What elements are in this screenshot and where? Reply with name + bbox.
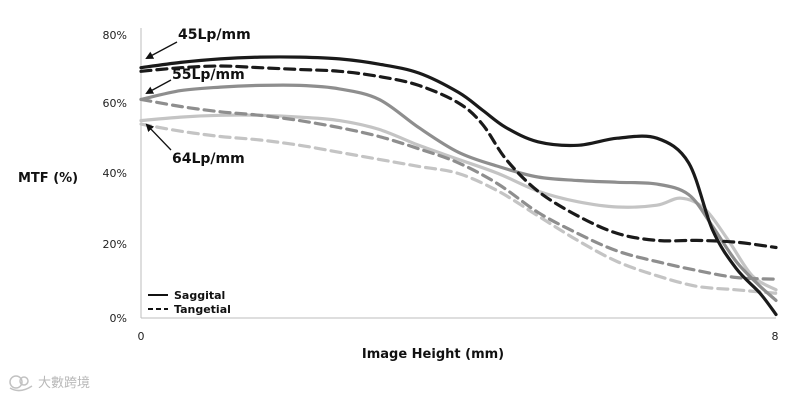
y-axis-title: MTF (%) bbox=[18, 171, 78, 186]
series-line-64lp-mm-tangetial bbox=[139, 122, 778, 295]
annotation-label-64: 64Lp/mm bbox=[172, 151, 245, 167]
legend-label-saggital: Saggital bbox=[174, 289, 225, 302]
y-tick-labels: 0% 20% 40% 60% 80% bbox=[103, 29, 127, 325]
y-tick-label: 0% bbox=[110, 312, 127, 325]
annotation-arrow-64 bbox=[145, 123, 172, 151]
x-tick-label: 8 bbox=[772, 330, 779, 343]
x-tick-label: 0 bbox=[138, 330, 145, 343]
annotation-label-45: 45Lp/mm bbox=[178, 27, 251, 43]
legend-label-tangetial: Tangetial bbox=[174, 303, 231, 316]
x-axis-title: Image Height (mm) bbox=[362, 347, 504, 362]
y-tick-label: 80% bbox=[103, 29, 127, 42]
y-tick-label: 40% bbox=[103, 167, 127, 180]
annotation-arrow-45 bbox=[145, 41, 178, 59]
annotation-arrow-55 bbox=[145, 79, 172, 94]
brand-logo-icon bbox=[9, 375, 33, 392]
watermark: 大數跨境 bbox=[9, 375, 90, 392]
legend: Saggital Tangetial bbox=[148, 289, 231, 316]
y-tick-label: 60% bbox=[103, 97, 127, 110]
annotation-label-55: 55Lp/mm bbox=[172, 67, 245, 83]
series-layer bbox=[139, 55, 778, 317]
series-line-45lp-mm-saggital bbox=[139, 55, 778, 317]
annotation-55: 55Lp/mm bbox=[145, 67, 245, 94]
x-tick-labels: 0 8 bbox=[138, 330, 779, 343]
y-tick-label: 20% bbox=[103, 238, 127, 251]
watermark-text: 大數跨境 bbox=[38, 376, 90, 391]
series-line-64lp-mm-saggital bbox=[139, 113, 778, 292]
series-line-55lp-mm-saggital bbox=[139, 83, 778, 302]
series-line-45lp-mm-tangetial bbox=[139, 64, 778, 250]
annotation-45: 45Lp/mm bbox=[145, 27, 251, 59]
annotation-64: 64Lp/mm bbox=[145, 123, 245, 167]
series-line-55lp-mm-tangetial bbox=[139, 97, 778, 281]
